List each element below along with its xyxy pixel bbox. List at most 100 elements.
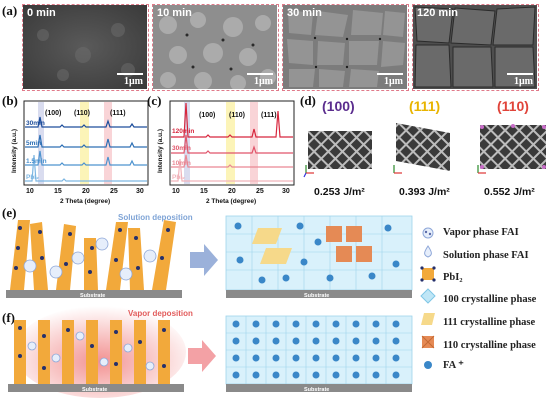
axis-triad (303, 165, 486, 178)
pbi2-columns (14, 320, 170, 384)
panel-label-d: (d) (300, 93, 316, 108)
sem-image-10min: 10 min 1μm (152, 4, 279, 91)
band-111 (250, 102, 258, 184)
energy-110: 0.552 J/m² (484, 186, 535, 198)
curve-10min (171, 154, 293, 168)
fa-ion (392, 337, 400, 345)
fa-ion (252, 337, 260, 345)
fa-ion (352, 371, 360, 379)
fa-ion (312, 354, 320, 362)
substrate-label: Substrate (80, 293, 105, 299)
x-tick: 20 (82, 188, 90, 195)
substrate-bar (6, 290, 182, 298)
phase-110-region (326, 226, 372, 262)
facet-label-100: (100) (322, 98, 355, 114)
legend-phase-110: 110 crystalline phase (443, 340, 536, 351)
scale-label: 1μm (514, 76, 533, 87)
fa-ion (352, 337, 360, 345)
fa-ion (352, 354, 360, 362)
curve-label-pbi2: PbI₂ (26, 174, 39, 181)
sem-image-0min: 0 min 1μm (22, 4, 149, 91)
curve-label-120min: 120min (172, 128, 194, 135)
fa-ion (332, 320, 340, 328)
scale-bar (507, 73, 533, 75)
peak-label-110: (110) (229, 112, 245, 119)
x-tick: 20 (228, 188, 236, 195)
vapor-fai-molecules (27, 331, 155, 371)
substrate-bar (226, 290, 412, 298)
scale-label: 1μm (254, 76, 273, 87)
curve-pbi2 (171, 158, 293, 182)
crystal-film (225, 215, 413, 291)
fa-ion (332, 371, 340, 379)
curve-label-30min: 30min (172, 145, 191, 152)
structure-110 (480, 125, 546, 169)
curve-label-30min: 30min (26, 120, 45, 127)
legend-vapor-fai: Vapor phase FAI (443, 227, 519, 238)
peak-label-100: (100) (199, 112, 215, 119)
energy-111: 0.393 J/m² (399, 186, 450, 198)
xrd-chart-b: (100) (110) (111) 30min 5min 1.5min PbI₂… (11, 100, 149, 205)
scale-bar (117, 73, 143, 75)
peak-label-111: (111) (261, 112, 277, 119)
curve-label-10min: 10min (172, 160, 191, 167)
pbi2-columns (10, 220, 176, 290)
y-axis-label: Intensity (a.u.) (157, 129, 164, 173)
legend-fa-ion: FA ⁺ (443, 360, 464, 371)
fa-ion-icon (424, 361, 432, 369)
fa-ion (392, 354, 400, 362)
fa-ion (292, 371, 300, 379)
fa-ion (232, 354, 240, 362)
vapor-deposition-label: Vapor deposition (128, 309, 193, 318)
substrate-label: Substrate (304, 293, 329, 299)
schematic-solution: Substrate Solution deposition Substrate (6, 213, 413, 299)
pbi2-icon (420, 266, 436, 282)
curve-pbi2 (25, 154, 147, 182)
panel-label-f: (f) (2, 310, 15, 325)
substrate-label: Substrate (82, 387, 107, 393)
x-tick: 30 (136, 188, 144, 195)
facet-structures: (100) (111) (110) 0.253 J/m² 0.393 J/m² … (303, 98, 546, 198)
fa-ion (312, 320, 320, 328)
scale-bar (377, 73, 403, 75)
fa-ion (252, 371, 260, 379)
x-tick: 15 (54, 188, 62, 195)
arrow-icon (190, 244, 218, 276)
legend-solution-fai: Solution phase FAI (443, 250, 529, 261)
fa-ion (252, 320, 260, 328)
scale-bar (247, 73, 273, 75)
curve-1.5min (25, 150, 147, 166)
fa-ion (392, 320, 400, 328)
legend-pbi2: PbI₂ (443, 272, 463, 283)
x-tick: 30 (282, 188, 290, 195)
fa-ion (372, 320, 380, 328)
fa-ion (292, 354, 300, 362)
phase-110-icon (421, 335, 435, 349)
fa-ion (332, 354, 340, 362)
fa-ion (292, 320, 300, 328)
curve-label-1.5min: 1.5min (26, 158, 47, 165)
legend-phase-100: 100 crystalline phase (443, 294, 537, 305)
fa-ion (372, 337, 380, 345)
peak-label-100: (100) (45, 110, 61, 117)
x-tick: 10 (172, 188, 180, 195)
x-axis-label: 2 Theta (degree) (206, 198, 256, 205)
scale-label: 1μm (384, 76, 403, 87)
substrate-bar (8, 384, 184, 392)
sem-image-30min: 30 min 1μm (282, 4, 409, 91)
fa-ion (312, 371, 320, 379)
fa-ion (272, 320, 280, 328)
phase-111-region (252, 228, 292, 264)
sem-time-label: 0 min (27, 7, 56, 19)
curve-label-5min: 5min (26, 140, 41, 147)
fa-ion (312, 337, 320, 345)
fa-ion (272, 354, 280, 362)
fa-ion (372, 371, 380, 379)
substrate-label: Substrate (304, 387, 329, 393)
sem-texture (283, 5, 407, 89)
sem-texture (413, 5, 537, 89)
fa-ion (272, 371, 280, 379)
arrow-icon (188, 340, 216, 372)
curve-120min (171, 102, 293, 138)
x-axis-label: 2 Theta (degree) (60, 198, 110, 205)
